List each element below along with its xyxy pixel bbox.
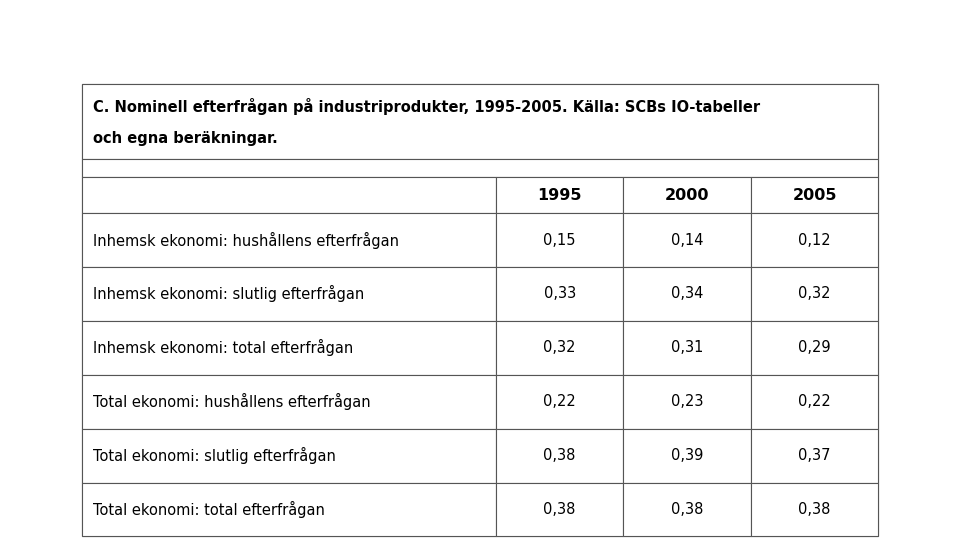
Bar — [623, 375, 751, 429]
Text: Total ekonomi: hushållens efterfrågan: Total ekonomi: hushållens efterfrågan — [93, 393, 371, 410]
Text: 0,37: 0,37 — [799, 448, 831, 463]
Text: Inhemsk ekonomi: slutlig efterfrågan: Inhemsk ekonomi: slutlig efterfrågan — [93, 285, 365, 302]
Bar — [82, 375, 496, 429]
Bar — [496, 213, 623, 267]
Bar — [82, 267, 496, 321]
Bar — [496, 483, 623, 536]
Bar — [82, 483, 496, 536]
Bar — [496, 321, 623, 375]
Text: 0,34: 0,34 — [671, 286, 704, 301]
Text: 1995: 1995 — [538, 187, 582, 202]
Text: Inhemsk ekonomi: total efterfrågan: Inhemsk ekonomi: total efterfrågan — [93, 340, 353, 356]
Text: Total ekonomi: total efterfrågan: Total ekonomi: total efterfrågan — [93, 501, 325, 518]
Bar — [623, 267, 751, 321]
Bar — [82, 429, 496, 483]
Text: 0,38: 0,38 — [543, 502, 576, 517]
Bar — [496, 375, 623, 429]
Bar — [82, 159, 878, 177]
Bar — [623, 177, 751, 213]
Text: 2000: 2000 — [665, 187, 709, 202]
Bar — [82, 213, 496, 267]
Bar — [751, 375, 878, 429]
Bar — [751, 321, 878, 375]
Text: 0,22: 0,22 — [543, 394, 576, 409]
Text: Total ekonomi: slutlig efterfrågan: Total ekonomi: slutlig efterfrågan — [93, 447, 336, 464]
Bar — [496, 429, 623, 483]
Text: 2005: 2005 — [792, 187, 837, 202]
Text: 0,38: 0,38 — [543, 448, 576, 463]
Text: 0,38: 0,38 — [799, 502, 830, 517]
Text: 0,12: 0,12 — [799, 233, 831, 248]
Text: 0,23: 0,23 — [671, 394, 704, 409]
Text: 0,15: 0,15 — [543, 233, 576, 248]
Bar — [496, 267, 623, 321]
Bar — [82, 84, 878, 159]
Bar — [623, 213, 751, 267]
Bar — [751, 483, 878, 536]
Bar — [82, 321, 496, 375]
Bar — [623, 321, 751, 375]
Text: 0,33: 0,33 — [543, 286, 576, 301]
Text: 0,14: 0,14 — [671, 233, 704, 248]
Text: 0,39: 0,39 — [671, 448, 704, 463]
Bar — [623, 429, 751, 483]
Bar — [751, 267, 878, 321]
Text: 0,32: 0,32 — [543, 340, 576, 356]
Bar — [496, 177, 623, 213]
Text: 0,29: 0,29 — [799, 340, 831, 356]
Bar — [751, 429, 878, 483]
Bar — [82, 177, 496, 213]
Text: Inhemsk ekonomi: hushållens efterfrågan: Inhemsk ekonomi: hushållens efterfrågan — [93, 232, 399, 248]
Text: och egna beräkningar.: och egna beräkningar. — [93, 131, 277, 146]
Text: 0,22: 0,22 — [799, 394, 831, 409]
Text: unionen: unionen — [772, 19, 936, 53]
Text: 0,32: 0,32 — [799, 286, 831, 301]
Bar — [751, 213, 878, 267]
Text: 0,31: 0,31 — [671, 340, 704, 356]
Text: 0,38: 0,38 — [671, 502, 704, 517]
Bar — [623, 483, 751, 536]
Bar — [751, 177, 878, 213]
Bar — [82, 84, 878, 536]
Text: C. Nominell efterfrågan på industriprodukter, 1995-2005. Källa: SCBs IO-tabeller: C. Nominell efterfrågan på industriprodu… — [93, 98, 760, 114]
